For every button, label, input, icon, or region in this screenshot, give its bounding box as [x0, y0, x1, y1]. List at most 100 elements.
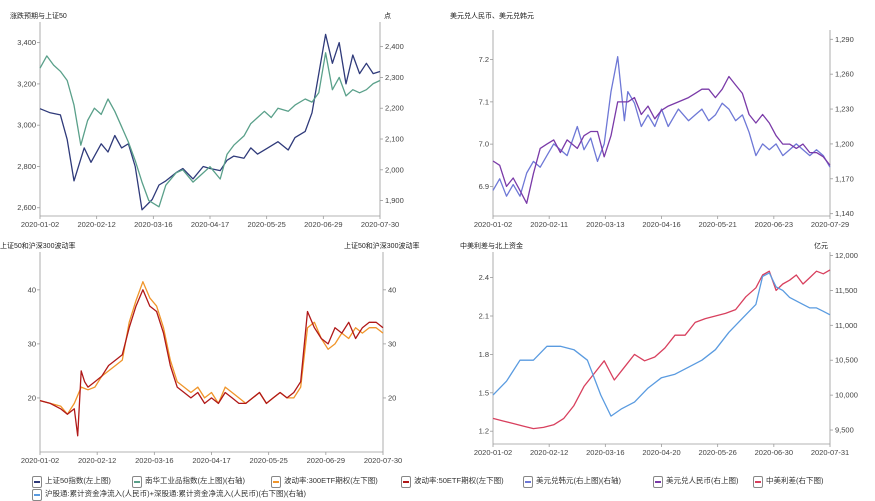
left-tick-label: 6.9 [479, 182, 489, 191]
x-tick-label: 2020-04-16 [642, 220, 680, 229]
legend-label: 美元兑人民币(右上图) [666, 476, 739, 485]
chart-panel-4 [490, 252, 833, 447]
left-tick-label: 30 [28, 339, 36, 348]
left-tick-label: 7.0 [479, 140, 489, 149]
legend-swatch [32, 476, 42, 488]
x-tick-label: 2020-05-25 [247, 220, 285, 229]
chart-title: 中美利差与北上资金 [460, 241, 523, 250]
left-tick-label: 3,400 [17, 38, 36, 47]
left-tick-label: 1.2 [479, 427, 489, 436]
left-tick-label: 20 [28, 393, 36, 402]
legend-swatch [132, 476, 142, 488]
right-tick-label: 1,170 [835, 174, 854, 183]
right-tick-label: 1,140 [835, 209, 854, 218]
right-tick-label: 1,290 [835, 35, 854, 44]
chart-title-right: 上证50和沪深300波动率 [344, 241, 419, 250]
legend-swatch [753, 476, 763, 488]
x-tick-label: 2020-07-29 [811, 220, 849, 229]
right-tick-label: 1,230 [835, 105, 854, 114]
right-tick-label: 40 [388, 285, 396, 294]
chart-title: 美元兑人民币、美元兑韩元 [450, 11, 534, 20]
charts-canvas: 涨跌预期与上证50 点 2,600 2,800 3,000 3,200 3,400 1,900… [0, 11, 858, 465]
right-tick-label: 1,200 [835, 139, 854, 148]
x-tick-label: 2020-01-02 [474, 220, 512, 229]
right-tick-label: 20 [388, 393, 396, 402]
legend-label: 沪股通:累计资金净流入(人民币)+深股通:累计资金净流入(人民币)(右下图)(右… [45, 489, 307, 498]
x-tick-label: 2020-06-30 [755, 448, 793, 457]
x-tick-label: 2020-02-12 [77, 220, 115, 229]
x-tick-label: 2020-02-12 [530, 448, 568, 457]
legend-swatch [653, 476, 663, 488]
series-line-1 [492, 56, 831, 197]
x-tick-label: 2020-05-25 [249, 456, 287, 465]
legend-label: 上证50指数(左上图) [45, 476, 111, 485]
right-tick-label: 11,500 [835, 286, 857, 295]
right-tick-label: 2,100 [385, 135, 404, 144]
left-tick-label: 3,200 [17, 79, 36, 88]
x-tick-label: 2020-02-12 [78, 456, 116, 465]
chart-panel-1 [37, 22, 383, 219]
right-tick-label: 2,000 [385, 165, 404, 174]
x-tick-label: 2020-01-02 [474, 448, 512, 457]
left-tick-label: 3,000 [17, 121, 36, 130]
right-tick-label: 1,900 [385, 196, 404, 205]
x-tick-label: 2020-02-11 [530, 220, 568, 229]
x-tick-label: 2020-06-29 [307, 456, 345, 465]
series-line-1 [492, 269, 831, 430]
right-tick-label: 30 [388, 339, 396, 348]
left-tick-label: 1.8 [479, 350, 489, 359]
legend-label: 南华工业品指数(左上图)(右轴) [145, 476, 245, 485]
right-tick-label: 10,500 [835, 356, 858, 365]
x-tick-label: 2020-04-20 [642, 448, 680, 457]
x-tick-label: 2020-03-16 [134, 220, 172, 229]
series-line-1 [39, 281, 384, 415]
left-tick-label: 2.4 [479, 273, 489, 282]
legend-swatch [523, 476, 533, 488]
legend-label: 中美利差(右下图) [766, 476, 824, 485]
right-tick-label: 9,500 [835, 426, 854, 435]
x-tick-label: 2020-03-16 [586, 448, 624, 457]
x-tick-label: 2020-01-02 [21, 456, 59, 465]
legend-label: 波动率:50ETF期权(左下图) [414, 476, 504, 485]
left-tick-label: 7.1 [479, 97, 489, 106]
series-line-2 [492, 272, 831, 417]
right-tick-label: 1,260 [835, 70, 854, 79]
legend-swatch [32, 489, 42, 501]
chart-title: 涨跌预期与上证50 [10, 11, 67, 20]
right-axis-unit-label: 亿元 [814, 241, 828, 250]
x-tick-label: 2020-07-31 [811, 448, 849, 457]
x-tick-label: 2020-03-16 [135, 456, 173, 465]
right-tick-label: 2,300 [385, 73, 404, 82]
legend-label: 波动率:300ETF期权(左下图) [284, 476, 378, 485]
x-tick-label: 2020-04-17 [191, 220, 229, 229]
x-tick-label: 2020-04-17 [192, 456, 230, 465]
right-tick-label: 11,000 [835, 321, 857, 330]
x-tick-label: 2020-03-13 [586, 220, 624, 229]
right-tick-label: 10,000 [835, 391, 858, 400]
x-tick-label: 2020-01-02 [21, 220, 59, 229]
left-tick-label: 40 [28, 285, 36, 294]
legend-swatch [271, 476, 281, 488]
legend-swatch [401, 476, 411, 488]
x-tick-label: 2020-05-21 [698, 220, 736, 229]
x-tick-label: 2020-07-30 [364, 456, 402, 465]
series-line-1 [39, 33, 381, 211]
left-tick-label: 7.2 [479, 55, 489, 64]
x-tick-label: 2020-05-26 [698, 448, 736, 457]
right-axis-unit-label: 点 [384, 12, 391, 20]
chart-panel-2 [490, 30, 833, 219]
right-tick-label: 2,400 [385, 42, 404, 51]
left-tick-label: 2,800 [17, 162, 36, 171]
right-tick-label: 12,000 [835, 251, 858, 260]
left-tick-label: 2.1 [479, 312, 489, 321]
legend-label: 美元兑韩元(右上图)(右轴) [536, 476, 621, 485]
left-tick-label: 2,600 [17, 203, 36, 212]
series-line-2 [492, 75, 831, 204]
series-line-2 [39, 52, 381, 208]
x-tick-label: 2020-07-30 [361, 220, 399, 229]
left-tick-label: 1.5 [479, 388, 489, 397]
legend: 上证50指数(左上图) 南华工业品指数(左上图)(右轴) 波动率:300ETF期权(… [0, 470, 875, 501]
series-line-2 [39, 289, 384, 437]
chart-panel-3 [37, 252, 386, 455]
chart-title-left: 上证50和沪深300波动率 [0, 241, 75, 250]
